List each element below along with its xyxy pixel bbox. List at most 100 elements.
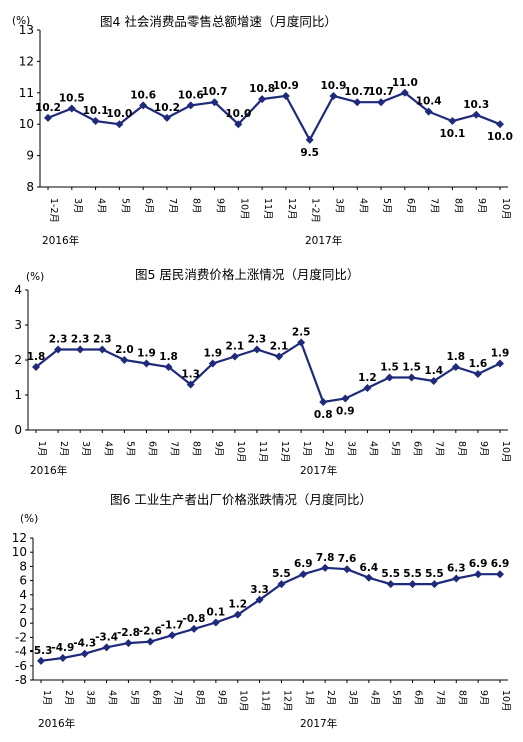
data-point	[275, 352, 284, 361]
data-label: 10.5	[59, 93, 85, 105]
x-tick-label: 8月	[191, 441, 202, 457]
data-point	[258, 95, 267, 104]
y-tick-label: 4	[19, 588, 27, 602]
x-tick-label: 2月	[323, 441, 334, 457]
data-label: 1.3	[181, 369, 200, 381]
x-tick-label: 12月	[279, 441, 290, 463]
x-tick-label: 9月	[478, 690, 489, 706]
x-tick-label: 2月	[58, 441, 69, 457]
data-point	[385, 373, 394, 382]
data-label: 1.4	[424, 365, 443, 377]
data-point	[186, 380, 195, 389]
x-tick-label: 1-2月	[310, 198, 321, 223]
x-tick-label: 6月	[146, 441, 157, 457]
x-tick-label: 6月	[413, 690, 424, 706]
data-label: 10.0	[225, 108, 251, 120]
data-point	[255, 595, 264, 604]
data-label: 1.5	[380, 362, 399, 374]
data-label: 2.3	[49, 334, 68, 346]
data-label: -2.6	[139, 626, 162, 638]
x-tick-label: 6月	[405, 198, 416, 214]
data-label: 10.1	[83, 105, 109, 117]
year-label-2017: 2017年	[300, 717, 337, 730]
data-point	[452, 574, 461, 583]
x-tick-label: 5月	[390, 441, 401, 457]
chart-title: 图6 工业生产者出厂价格涨跌情况（月度同比）	[110, 492, 372, 507]
x-tick-label: 1月	[303, 690, 314, 706]
year-label-2016: 2016年	[30, 464, 67, 477]
data-point	[353, 98, 362, 107]
data-label: 0.9	[336, 406, 355, 418]
data-point	[142, 359, 151, 368]
data-point	[252, 345, 261, 354]
x-tick-label: 4月	[107, 690, 118, 706]
y-tick-label: 4	[14, 283, 22, 297]
data-label: 0.8	[314, 409, 333, 421]
data-label: 5.5	[425, 568, 444, 580]
x-tick-label: 5月	[381, 198, 392, 214]
data-label: 2.1	[226, 341, 245, 353]
data-point	[139, 101, 148, 110]
data-label: 10.6	[130, 89, 156, 101]
data-point	[321, 563, 330, 572]
data-point	[115, 120, 124, 129]
x-tick-label: 10月	[500, 690, 511, 712]
x-tick-label: 8月	[191, 198, 202, 214]
data-point	[448, 117, 457, 126]
data-point	[124, 639, 133, 648]
x-tick-label: 5月	[119, 198, 130, 214]
x-tick-label: 1月	[301, 441, 312, 457]
data-label: 10.9	[273, 80, 299, 92]
data-point	[281, 91, 290, 100]
data-label: 10.7	[202, 86, 228, 98]
y-tick-label: -6	[15, 659, 27, 673]
data-label: 11.0	[392, 77, 418, 89]
y-tick-label: 2	[14, 353, 22, 367]
data-label: 10.2	[35, 102, 61, 114]
series-line	[47, 91, 501, 143]
x-tick-label: 1-2月	[48, 198, 59, 223]
y-unit-label: (%)	[12, 15, 30, 27]
data-label: 2.5	[292, 327, 311, 339]
data-point	[44, 113, 52, 122]
data-point	[67, 104, 76, 113]
x-tick-label: 7月	[172, 690, 183, 706]
data-point	[32, 363, 40, 371]
y-tick-label: 11	[19, 86, 34, 100]
data-label: -4.3	[73, 638, 96, 650]
x-tick-label: 2月	[63, 690, 74, 706]
x-tick-label: 8月	[456, 690, 467, 706]
x-tick-label: 4月	[102, 441, 113, 457]
data-label: -3.4	[95, 631, 118, 643]
x-tick-label: 12月	[286, 198, 297, 220]
data-point	[377, 98, 386, 107]
x-tick-label: 5月	[391, 690, 402, 706]
x-tick-label: 2月	[325, 690, 336, 706]
x-tick-label: 5月	[128, 690, 139, 706]
x-tick-label: 4月	[367, 441, 378, 457]
x-tick-label: 6月	[150, 690, 161, 706]
x-tick-label: 5月	[124, 441, 135, 457]
data-point	[429, 377, 438, 385]
data-label: 6.9	[469, 558, 488, 570]
data-point	[233, 610, 242, 619]
x-tick-label: 3月	[345, 441, 356, 457]
data-point	[451, 363, 460, 371]
chart-title: 图4 社会消费品零售总额增速（月度同比）	[100, 14, 337, 29]
data-label: 10.7	[368, 86, 394, 98]
year-label-2017: 2017年	[305, 234, 342, 247]
data-label: 1.9	[137, 348, 156, 360]
data-point	[76, 345, 85, 354]
x-tick-label: 8月	[194, 690, 205, 706]
data-label: 2.0	[115, 344, 134, 356]
x-tick-label: 1月	[36, 441, 47, 457]
data-point	[343, 565, 351, 574]
data-label: 1.9	[491, 348, 510, 360]
x-tick-label: 3月	[347, 690, 358, 706]
x-tick-label: 1月	[41, 690, 52, 706]
data-point	[341, 394, 350, 403]
y-tick-label: 12	[19, 54, 34, 68]
x-tick-label: 9月	[476, 198, 487, 214]
chart-2: 图5 居民消费价格上涨情况（月度同比） (%) 0 1 2 3 4 1月 2月 3月 4月 5月 6月 7…	[14, 267, 511, 477]
